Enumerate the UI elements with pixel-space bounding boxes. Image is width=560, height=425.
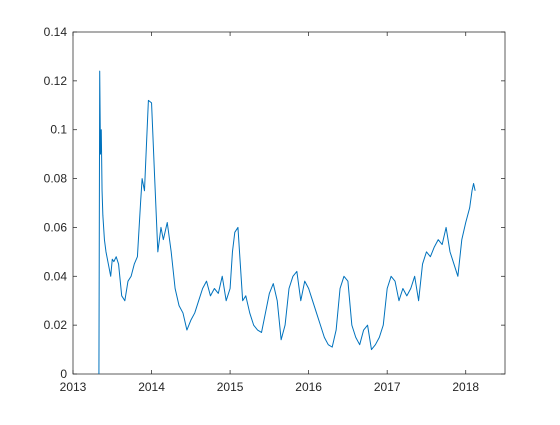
plot-area	[72, 31, 506, 375]
y-tick-label: 0.14	[44, 25, 68, 39]
series-line-0	[98, 70, 476, 375]
y-tick-label: 0.1	[50, 123, 67, 137]
axes-box	[72, 31, 506, 375]
x-axis: 2013 2014 2015 2016 2017 2018	[60, 32, 479, 394]
y-tick-label: 0.04	[44, 269, 68, 283]
x-tick-label: 2015	[217, 380, 244, 394]
x-tick-label: 2014	[138, 380, 165, 394]
y-tick-label: 0.08	[44, 172, 68, 186]
x-tick-label: 2017	[374, 380, 401, 394]
y-tick-label: 0	[60, 367, 67, 381]
x-tick-label: 2016	[295, 380, 322, 394]
x-tick-label: 2018	[452, 380, 479, 394]
y-tick-label: 0.02	[44, 318, 68, 332]
y-tick-label: 0.06	[44, 220, 68, 234]
y-axis: 0 0.02 0.04 0.06 0.08 0.1 0.12 0.14	[44, 25, 505, 381]
y-tick-label: 0.12	[44, 74, 68, 88]
x-tick-label: 2013	[60, 380, 87, 394]
